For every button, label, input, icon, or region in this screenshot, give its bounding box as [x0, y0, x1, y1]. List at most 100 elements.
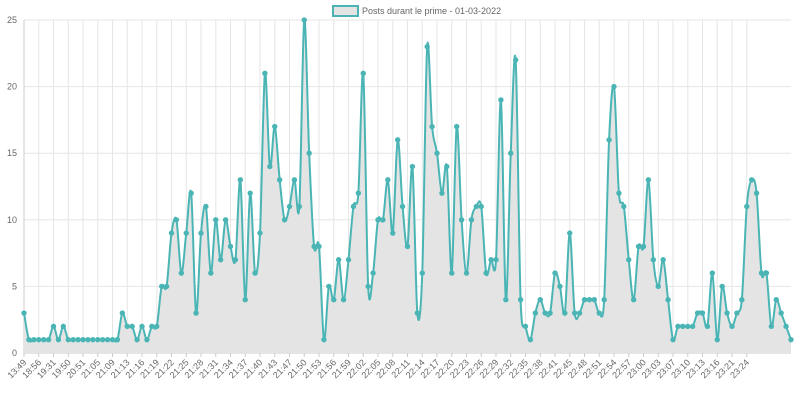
data-point[interactable] [581, 297, 588, 303]
data-point[interactable] [576, 310, 583, 316]
data-point[interactable] [355, 190, 362, 196]
data-point[interactable] [144, 336, 150, 343]
data-point[interactable] [783, 323, 789, 330]
data-point[interactable] [444, 163, 450, 170]
data-point[interactable] [586, 297, 593, 303]
data-point[interactable] [414, 310, 421, 316]
data-point[interactable] [439, 190, 445, 196]
data-point[interactable] [154, 323, 160, 330]
data-point[interactable] [335, 257, 342, 263]
data-point[interactable] [463, 270, 470, 276]
data-point[interactable] [149, 323, 155, 330]
data-point[interactable] [80, 336, 86, 343]
data-point[interactable] [685, 323, 691, 330]
data-point[interactable] [385, 177, 391, 183]
data-point[interactable] [557, 283, 563, 290]
data-point[interactable] [70, 336, 76, 343]
data-point[interactable] [119, 310, 126, 316]
data-point[interactable] [753, 190, 760, 196]
data-point[interactable] [21, 310, 27, 316]
data-point[interactable] [567, 230, 573, 236]
data-point[interactable] [390, 230, 396, 236]
data-point[interactable] [744, 203, 750, 210]
data-point[interactable] [758, 270, 765, 276]
data-point[interactable] [296, 203, 303, 210]
data-point[interactable] [394, 137, 401, 143]
data-point[interactable] [596, 310, 602, 316]
data-point[interactable] [734, 310, 740, 316]
data-point[interactable] [90, 336, 96, 343]
data-point[interactable] [129, 323, 135, 330]
data-point[interactable] [709, 270, 716, 276]
data-point[interactable] [522, 323, 529, 330]
data-point[interactable] [537, 297, 543, 303]
data-point[interactable] [173, 217, 180, 223]
data-point[interactable] [114, 336, 121, 343]
data-point[interactable] [763, 270, 770, 276]
data-point[interactable] [517, 297, 524, 303]
data-point[interactable] [291, 177, 298, 183]
data-point[interactable] [360, 70, 366, 76]
data-point[interactable] [621, 203, 627, 210]
data-point[interactable] [380, 217, 386, 223]
data-point[interactable] [257, 230, 263, 236]
data-point[interactable] [222, 217, 229, 223]
data-point[interactable] [272, 123, 278, 130]
data-point[interactable] [670, 336, 676, 343]
data-point[interactable] [512, 57, 519, 63]
data-point[interactable] [134, 336, 140, 343]
data-point[interactable] [203, 203, 209, 210]
data-point[interactable] [198, 230, 204, 236]
data-point[interactable] [473, 203, 480, 210]
data-point[interactable] [542, 310, 548, 316]
data-point[interactable] [247, 190, 253, 196]
data-point[interactable] [208, 270, 214, 276]
data-point[interactable] [404, 243, 411, 250]
data-point[interactable] [213, 217, 219, 223]
data-point[interactable] [370, 270, 376, 276]
data-point[interactable] [139, 323, 145, 330]
data-point[interactable] [104, 336, 111, 343]
data-point[interactable] [699, 310, 706, 316]
data-point[interactable] [571, 310, 578, 316]
data-point[interactable] [75, 336, 81, 343]
data-point[interactable] [680, 323, 686, 330]
data-point[interactable] [458, 217, 465, 223]
data-point[interactable] [217, 257, 224, 263]
data-point[interactable] [311, 243, 317, 250]
data-point[interactable] [99, 336, 106, 343]
data-point[interactable] [714, 336, 720, 343]
data-point[interactable] [252, 270, 258, 276]
data-point[interactable] [227, 243, 234, 250]
data-point[interactable] [606, 137, 612, 143]
data-point[interactable] [616, 190, 622, 196]
data-point[interactable] [739, 297, 745, 303]
data-point[interactable] [109, 336, 116, 343]
data-point[interactable] [424, 43, 430, 50]
data-point[interactable] [552, 270, 558, 276]
data-point[interactable] [601, 297, 607, 303]
data-point[interactable] [399, 203, 406, 210]
data-point[interactable] [168, 230, 175, 236]
data-point[interactable] [178, 270, 185, 276]
data-point[interactable] [468, 217, 475, 223]
data-point[interactable] [95, 336, 101, 343]
data-point[interactable] [562, 310, 568, 316]
data-point[interactable] [527, 336, 534, 343]
data-point[interactable] [719, 283, 725, 290]
data-point[interactable] [262, 70, 268, 76]
data-point[interactable] [65, 336, 71, 343]
data-point[interactable] [163, 283, 170, 290]
data-point[interactable] [331, 297, 337, 303]
data-point[interactable] [365, 283, 371, 290]
data-point[interactable] [748, 177, 755, 183]
data-point[interactable] [729, 323, 735, 330]
data-point[interactable] [193, 310, 199, 316]
data-point[interactable] [306, 150, 312, 156]
data-point[interactable] [704, 323, 711, 330]
data-point[interactable] [665, 297, 671, 303]
data-point[interactable] [650, 257, 657, 263]
data-point[interactable] [85, 336, 91, 343]
data-point[interactable] [267, 163, 273, 170]
data-point[interactable] [40, 336, 47, 343]
